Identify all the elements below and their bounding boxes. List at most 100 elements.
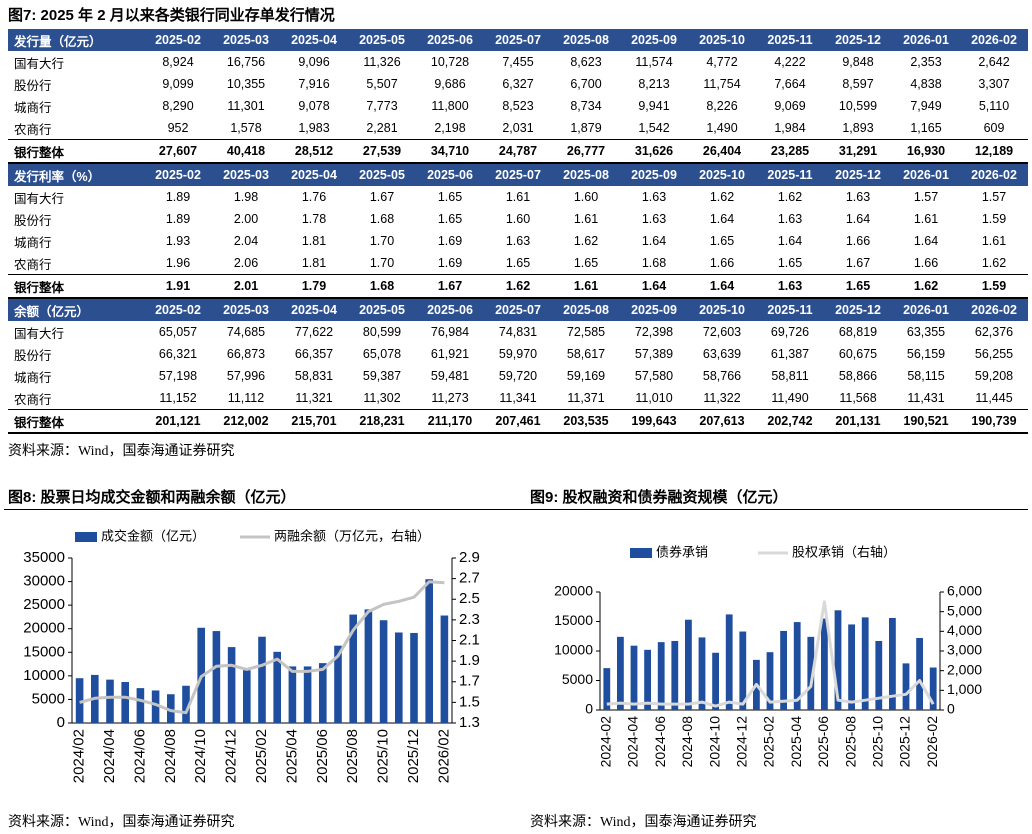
line (606, 600, 935, 708)
cell: 1,983 (298, 121, 330, 135)
row: 农商行 1.96 2.06 1.81 1.70 1.69 1.65 1.65 1.68 1.66 1… (8, 252, 1028, 275)
cell: 1.64 (620, 274, 688, 299)
bar (766, 652, 774, 710)
y2-tick-label: 2.1 (459, 631, 480, 648)
cell: 24,787 (484, 139, 552, 164)
cell: 34,710 (416, 139, 484, 164)
cell: 4,222 (774, 55, 806, 69)
cell: 1.67 (369, 190, 395, 204)
y2-tick-label: 1.3 (459, 714, 480, 731)
cell: 7,664 (774, 77, 806, 91)
cell: 26,404 (688, 139, 756, 164)
source: 资料来源：Wind，国泰海通证券研究 (530, 815, 757, 830)
cell: 1.61 (505, 190, 531, 204)
cell: 1.59 (960, 274, 1028, 299)
header-cell: 2025-09 (620, 298, 688, 321)
cell: 1.81 (301, 234, 327, 248)
cell: 1,490 (706, 121, 738, 135)
row-label: 城商行 (14, 370, 52, 385)
x-tick-label: 2024/12 (223, 729, 240, 783)
cell: 1,578 (230, 121, 262, 135)
cell: 1.68 (348, 274, 416, 299)
cell: 8,623 (570, 55, 602, 69)
bar (379, 620, 388, 723)
header-cell: 2025-12 (824, 29, 892, 51)
bar (410, 632, 418, 723)
cell: 72,603 (702, 325, 742, 339)
y-tick-label: 15000 (554, 612, 593, 628)
cell: 2,031 (502, 121, 534, 135)
header-cell: 2025-06 (416, 298, 484, 321)
row: 农商行 952 1,578 1,983 2,281 2,198 2,031 1,879 1,54… (8, 117, 1028, 140)
header-cell: 2025-12 (824, 298, 892, 321)
cell: 62,376 (974, 325, 1014, 339)
cell: 207,613 (688, 409, 756, 434)
x-tick-label: 2025/12 (405, 729, 422, 783)
cell: 8,213 (638, 77, 670, 91)
x-tick-label: 2025-10 (870, 716, 886, 768)
cell: 77,622 (294, 325, 334, 339)
cell: 1,893 (842, 121, 874, 135)
cell: 1.70 (369, 234, 395, 248)
header-cell: 2025-09 (620, 29, 688, 51)
cell: 190,521 (892, 409, 960, 434)
cell: 1.98 (233, 190, 259, 204)
header-cell: 2025-04 (280, 163, 348, 186)
bar (807, 636, 815, 710)
header-cell: 2025-03 (212, 29, 280, 51)
cell: 2.04 (233, 234, 259, 248)
row: 农商行 11,152 11,112 11,321 11,302 11,273 11,341 1… (8, 387, 1028, 410)
cell: 1.63 (756, 274, 824, 299)
y-tick-label: 5000 (32, 690, 65, 707)
bar (334, 645, 342, 723)
row: 国有大行 8,924 16,756 9,096 11,326 10,728 7,455 8,6… (8, 51, 1028, 73)
cell: 58,831 (294, 369, 334, 383)
cell: 76,984 (430, 325, 470, 339)
cell: 190,739 (960, 409, 1028, 434)
cell: 1.67 (845, 256, 871, 270)
y2-tick-label: 1.9 (459, 652, 480, 669)
bar (182, 685, 190, 723)
row: 城商行 8,290 11,301 9,078 7,773 11,800 8,523 8,734… (8, 95, 1028, 117)
cell: 1.65 (437, 212, 463, 226)
cell: 61,921 (430, 347, 470, 361)
bar (685, 619, 692, 710)
cell: 1.70 (369, 256, 395, 270)
cell: 63,639 (702, 347, 742, 361)
header-cell: 2025-08 (552, 298, 620, 321)
bar (712, 652, 719, 710)
cell: 8,597 (842, 77, 874, 91)
bar (121, 681, 129, 723)
cell: 9,069 (774, 99, 806, 113)
cell: 10,355 (226, 77, 266, 91)
cell: 1.68 (369, 212, 395, 226)
row: 城商行 1.93 2.04 1.81 1.70 1.69 1.63 1.62 1.64 1.65 1… (8, 230, 1028, 252)
cell: 11,273 (431, 391, 469, 405)
x-tick-label: 2024-10 (706, 716, 722, 768)
cell: 72,585 (566, 325, 606, 339)
bar (929, 667, 937, 710)
cell: 1.62 (573, 234, 599, 248)
legend-label: 两融余额（万亿元，右轴） (274, 528, 430, 543)
y2-tick-label: 1,000 (947, 681, 982, 697)
bar (916, 638, 923, 710)
bar (902, 663, 910, 710)
cell: 202,742 (756, 409, 824, 434)
cell: 11,754 (703, 77, 741, 91)
row-label: 银行整体 (8, 409, 144, 434)
cell: 59,970 (498, 347, 538, 361)
cell: 11,322 (703, 391, 741, 405)
bar (834, 610, 842, 710)
cell: 8,226 (706, 99, 738, 113)
header-cell: 2026-01 (892, 298, 960, 321)
x-tick-label: 2025/02 (253, 729, 270, 783)
cell: 8,290 (162, 99, 194, 113)
header-cell: 2026-01 (892, 29, 960, 51)
header-cell: 2025-10 (688, 163, 756, 186)
y2-tick-label: 3,000 (947, 642, 982, 658)
bar (167, 694, 175, 723)
y-tick-label: 25000 (23, 596, 65, 613)
y-tick-label: 10000 (554, 642, 593, 658)
header-cell: 2025-09 (620, 163, 688, 186)
cell: 207,461 (484, 409, 552, 434)
